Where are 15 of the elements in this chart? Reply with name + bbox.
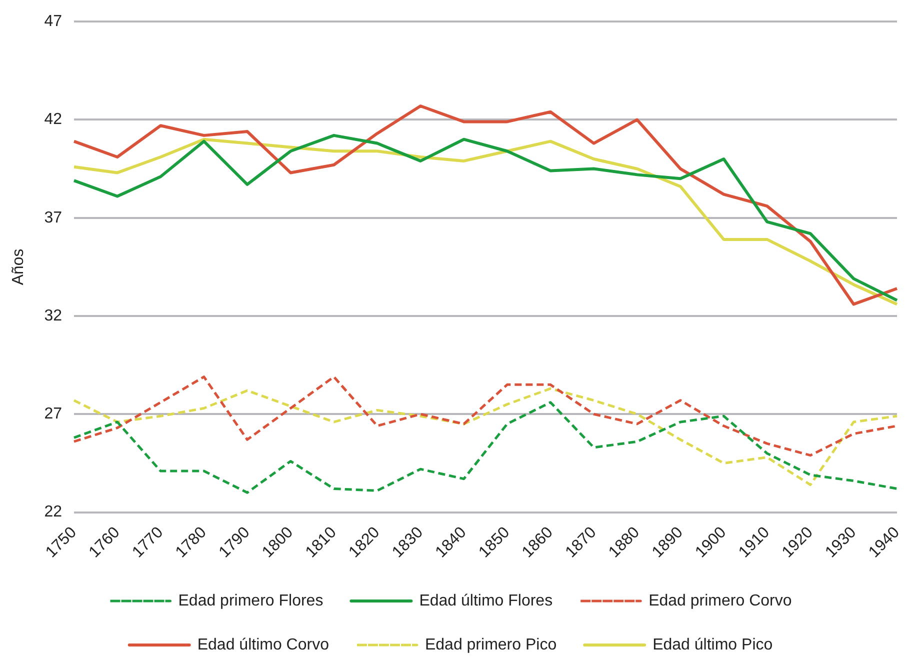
- y-tick-label: 32: [44, 307, 62, 324]
- y-tick-label: 42: [44, 111, 62, 128]
- legend-label: Edad último Flores: [419, 592, 553, 610]
- legend-label: Edad primero Pico: [424, 636, 557, 654]
- y-tick-label: 37: [44, 209, 62, 226]
- y-tick-label: 22: [44, 504, 62, 521]
- y-tick-label: 47: [44, 13, 62, 30]
- line-series: [72, 401, 898, 494]
- y-axis-title: Años: [10, 248, 28, 286]
- y-tick-label: 27: [44, 406, 62, 423]
- legend-label: Edad último Pico: [652, 636, 773, 654]
- legend-label: Edad primero Corvo: [648, 592, 792, 610]
- legend-label: Edad último Corvo: [197, 636, 330, 654]
- legend-label: Edad primero Flores: [178, 592, 324, 610]
- line-series: [72, 387, 898, 486]
